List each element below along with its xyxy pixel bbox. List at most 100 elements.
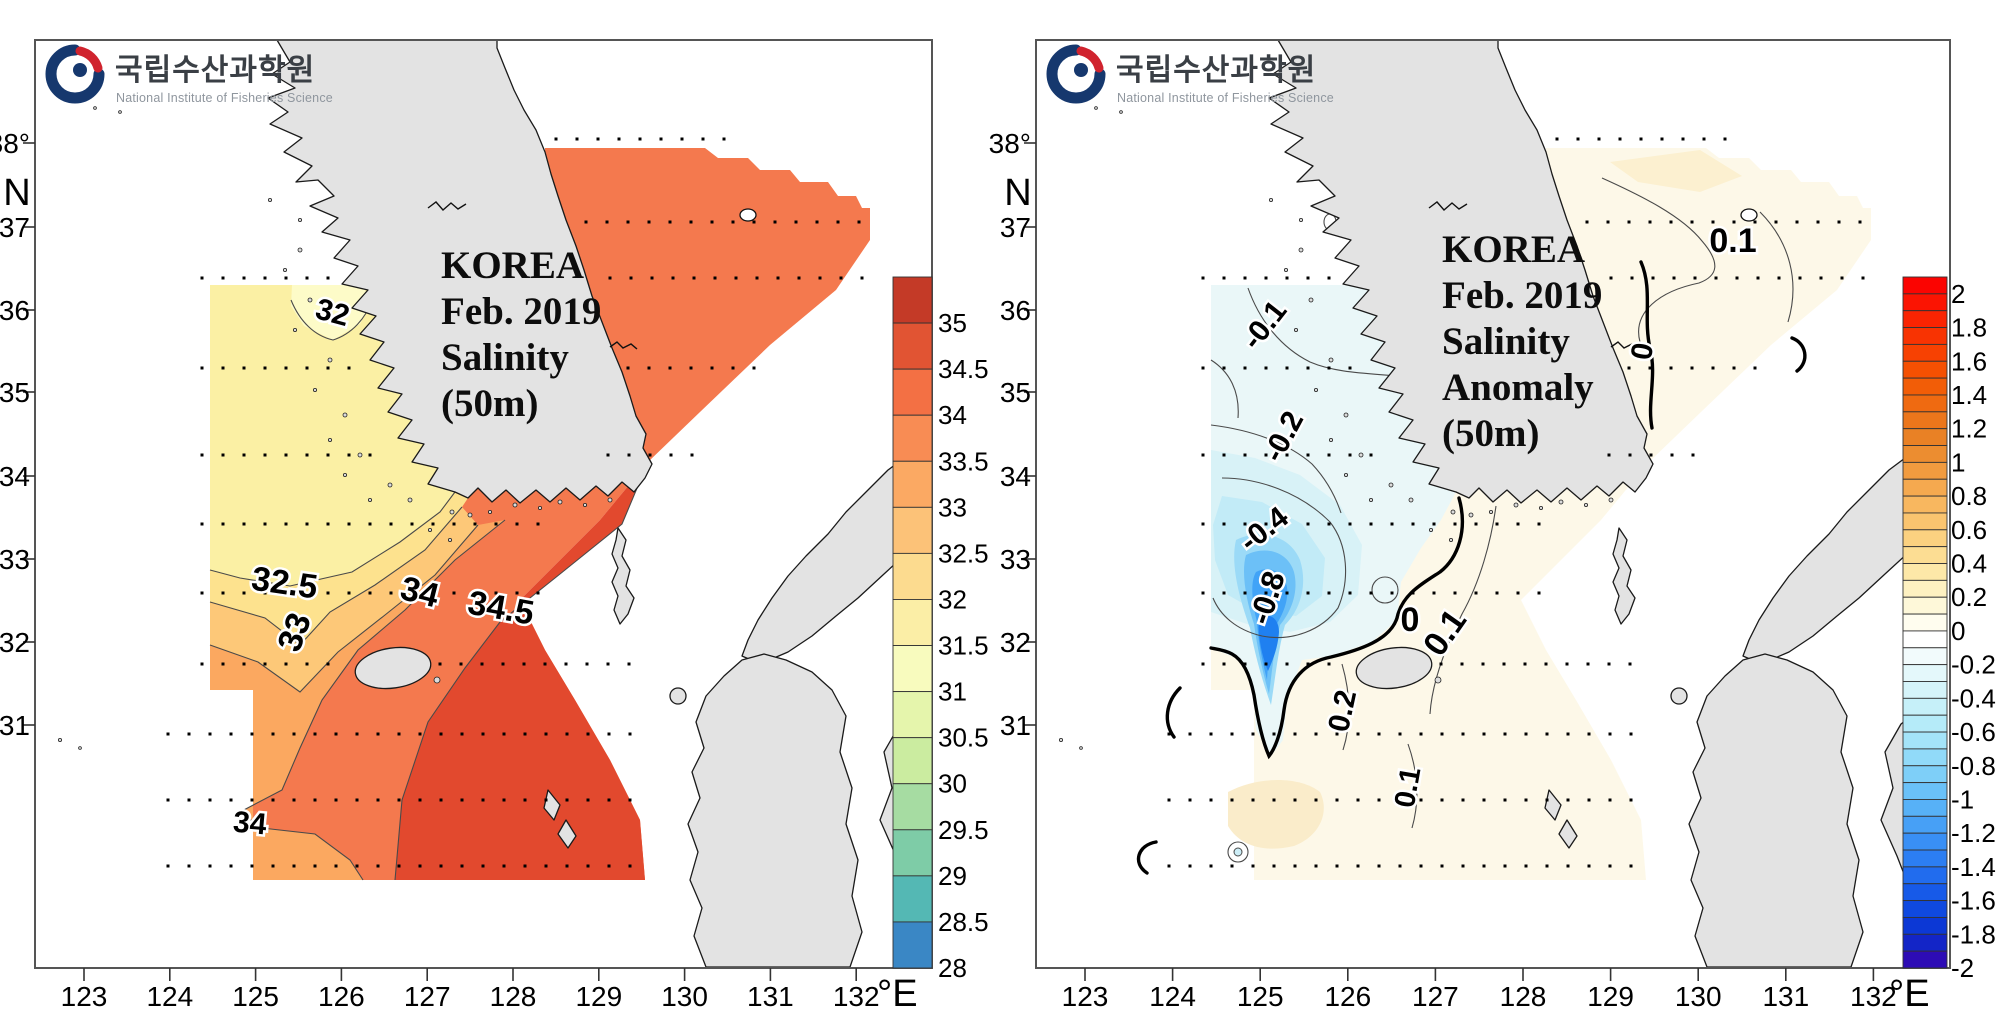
station-dot	[418, 798, 422, 802]
station-dot	[271, 798, 275, 802]
station-dot	[1398, 732, 1402, 736]
colorbar-label: 28	[938, 953, 967, 983]
station-dot	[839, 276, 843, 280]
station-dot	[368, 522, 372, 526]
station-dot	[1460, 662, 1464, 666]
station-dot	[313, 864, 317, 868]
station-dot	[418, 732, 422, 736]
station-dot	[734, 276, 738, 280]
station-dot	[1649, 453, 1653, 457]
colorbar-label: 0.2	[1951, 582, 1987, 612]
station-dot	[692, 276, 696, 280]
station-dot	[1285, 366, 1289, 370]
station-dot	[1608, 864, 1612, 868]
colorbar-label: -0.4	[1951, 683, 1996, 713]
station-dot	[376, 864, 380, 868]
station-dot	[1861, 276, 1865, 280]
lon-tick-label: 127	[404, 981, 451, 1012]
station-dot	[313, 732, 317, 736]
colorbar-segment	[892, 599, 933, 646]
lat-tick-label: 36	[1000, 295, 1031, 326]
station-dot	[334, 732, 338, 736]
station-dot	[585, 662, 589, 666]
lat-tick-label: 38°	[0, 128, 30, 159]
lon-tick-label: 124	[146, 981, 193, 1012]
colorbar-segment	[1902, 782, 1948, 800]
colorbar-segment	[1902, 765, 1948, 784]
colorbar-label: -2	[1951, 953, 1974, 983]
station-dot	[1609, 276, 1613, 280]
lon-tick-label: 132	[833, 981, 880, 1012]
station-dot	[1607, 453, 1611, 457]
station-dot	[638, 137, 642, 141]
station-dot	[1627, 220, 1631, 224]
station-dot	[1188, 732, 1192, 736]
lat-tick-label: 31	[0, 710, 30, 741]
station-dot	[166, 798, 170, 802]
station-dot	[242, 276, 246, 280]
station-dot	[1201, 366, 1205, 370]
station-dot	[523, 732, 527, 736]
station-dot	[326, 662, 330, 666]
lon-tick-label: 124	[1149, 981, 1196, 1012]
colorbar-segment	[1902, 900, 1948, 918]
station-dot	[1327, 591, 1331, 595]
colorbar-segment	[1902, 815, 1948, 834]
colorbar-segment	[1902, 394, 1948, 413]
station-dot	[1369, 453, 1373, 457]
salinity-field	[209, 148, 870, 881]
station-dot	[1377, 864, 1381, 868]
colorbar-segment	[892, 552, 933, 600]
map-title-line: KOREA	[441, 244, 584, 287]
station-dot	[1440, 798, 1444, 802]
station-dot	[347, 366, 351, 370]
colorbar-label: 30.5	[938, 723, 989, 753]
station-dot	[208, 864, 212, 868]
station-dot	[1723, 137, 1727, 141]
station-dot	[1411, 591, 1415, 595]
station-dot	[1474, 591, 1478, 595]
station-dot	[242, 366, 246, 370]
contour-label: 0.1	[1709, 222, 1756, 260]
station-dot	[250, 864, 254, 868]
colorbar-segment	[892, 414, 933, 462]
station-dot	[1516, 591, 1520, 595]
station-dot	[752, 366, 756, 370]
station-dot	[347, 453, 351, 457]
station-dot	[1377, 732, 1381, 736]
station-dot	[794, 220, 798, 224]
station-dot	[607, 864, 611, 868]
station-dot	[355, 864, 359, 868]
colorbar-label: 0.6	[1951, 515, 1987, 545]
station-dot	[1314, 864, 1318, 868]
colorbar-segment	[1902, 546, 1948, 564]
station-dot	[242, 591, 246, 595]
colorbar-label: 29.5	[938, 815, 989, 845]
station-dot	[438, 662, 442, 666]
station-dot	[250, 732, 254, 736]
station-dot	[1545, 798, 1549, 802]
station-dot	[701, 137, 705, 141]
station-dot	[1419, 798, 1423, 802]
station-dot	[459, 662, 463, 666]
colorbar-segment	[1902, 866, 1948, 885]
station-dot	[1495, 591, 1499, 595]
station-dot	[1629, 864, 1633, 868]
station-dot	[481, 864, 485, 868]
station-dot	[1390, 591, 1394, 595]
station-dot	[1691, 453, 1695, 457]
lat-tick-label: 35	[0, 377, 30, 408]
station-dot	[1566, 864, 1570, 868]
map-title-line: Anomaly	[1442, 366, 1594, 409]
station-dot	[305, 453, 309, 457]
colorbar-label: -0.8	[1951, 751, 1996, 781]
station-dot	[1306, 366, 1310, 370]
colorbar-segment	[892, 737, 933, 785]
station-dot	[1608, 798, 1612, 802]
station-dot	[1285, 522, 1289, 526]
lon-tick-label: 123	[61, 981, 108, 1012]
station-dot	[515, 591, 519, 595]
map-title-line: Salinity	[1442, 320, 1570, 363]
station-dot	[305, 276, 309, 280]
station-dot	[1648, 220, 1652, 224]
